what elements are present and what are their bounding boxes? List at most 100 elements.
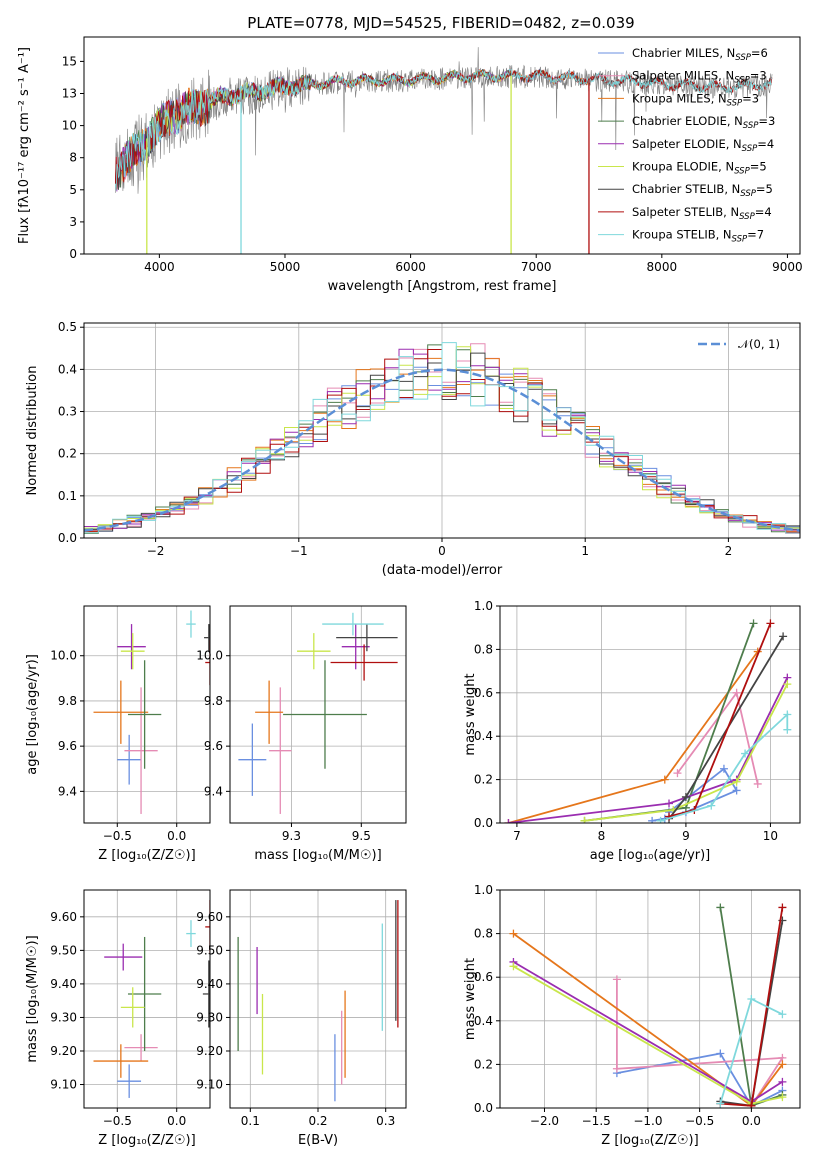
axes-frame [83, 605, 211, 824]
model-spectrum-kroupa-stelib [115, 68, 772, 191]
point-chabrier-elodie [127, 936, 162, 1051]
legend-entry: Salpeter ELODIE, NSSP=4 [632, 137, 774, 154]
x-tick-label: 8000 [647, 260, 678, 274]
point-kroupa-stelib [186, 610, 196, 638]
x-axis-label: age [log₁₀(age/yr)] [590, 848, 711, 863]
series-marker [778, 1010, 787, 1019]
point-salpeter-elodie [117, 624, 146, 670]
x-tick-label: −1.0 [633, 1114, 662, 1128]
legend-entry: Salpeter MILES, NSSP=3 [632, 69, 767, 86]
series-marker [778, 1093, 787, 1102]
legend-value: =5 [756, 182, 773, 196]
series-marker [580, 816, 589, 823]
legend-subscript: SSP [743, 121, 759, 131]
x-tick-label: −0.5 [685, 1114, 714, 1128]
legend-label: Salpeter STELIB, N [632, 205, 739, 219]
y-tick-label: 9.30 [196, 1010, 223, 1024]
y-axis-label: mass [log₁₀(M/M☉)] [25, 935, 40, 1062]
x-tick-label: 9.5 [352, 829, 371, 843]
series-marker [719, 764, 728, 773]
y-axis-label: mass weight [463, 958, 478, 1040]
legend-value: =6 [751, 46, 768, 60]
series-marker [716, 1099, 725, 1108]
legend-value: =4 [757, 137, 774, 151]
x-tick-label: 6000 [395, 260, 426, 274]
series-marker [612, 1064, 621, 1073]
panel-age-vs-Z: −0.5 0.0 9.4 9.6 9.8 10.0 Z [log₁₀(Z/Z☉)] age [… [25, 605, 211, 863]
x-tick-label: 9 [682, 829, 690, 843]
plot-area [237, 900, 399, 1102]
point-chabrier-stelib [202, 960, 210, 1028]
legend-subscript: SSP [740, 189, 756, 199]
y-tick-label: 9.4 [204, 784, 223, 798]
axes-frame [83, 36, 801, 255]
x-tick-label: 0.2 [308, 1114, 327, 1128]
y-axis-label: Flux [fλ10⁻¹⁷ erg cm⁻² s⁻¹ A⁻¹] [17, 47, 32, 244]
legend-value: =3 [742, 91, 759, 105]
y-tick-label: 9.6 [204, 739, 223, 753]
x-tick-label: 1 [581, 544, 589, 558]
y-tick-label: 0.2 [474, 773, 493, 787]
point-kroupa-elodie [297, 633, 331, 670]
x-tick-label: 0.0 [167, 1114, 186, 1128]
x-tick-label: 9.3 [282, 829, 301, 843]
y-tick-label: 15 [62, 54, 77, 68]
point-salpeter-miles [124, 1034, 158, 1062]
legend-label: Chabrier STELIB, N [632, 182, 740, 196]
y-tick-label: 0.0 [58, 531, 77, 545]
series-marker [509, 929, 518, 938]
x-tick-label: 7 [513, 829, 521, 843]
panel-residuals: −2 −1 0 1 2 0.0 0.1 0.2 0.3 0.4 0.5 (data-model)/er… [25, 320, 801, 578]
legend-label-normal: 𝒩(0, 1) [738, 337, 780, 351]
series-marker [778, 903, 787, 912]
point-kroupa-stelib [186, 920, 196, 948]
x-tick-label: 9000 [772, 260, 803, 274]
series-marker [648, 816, 657, 823]
x-tick-label: −1.5 [582, 1114, 611, 1128]
y-tick-label: 1.0 [474, 599, 493, 613]
point-kroupa-elodie [120, 633, 145, 670]
y-tick-label: 0.5 [58, 320, 77, 334]
point-salpeter-miles [124, 687, 158, 814]
x-tick-label: −1 [290, 544, 308, 558]
y-tick-label: 8 [69, 151, 77, 165]
y-axis-label: age [log₁₀(age/yr)] [25, 654, 40, 775]
x-tick-label: 5000 [270, 260, 301, 274]
series-chabrier-miles [648, 764, 741, 823]
y-tick-label: 9.50 [196, 943, 223, 957]
legend-subscript: SSP [734, 76, 750, 86]
y-tick-label: 9.20 [196, 1044, 223, 1058]
point-salpeter-elodie [341, 624, 370, 670]
x-tick-label: −2 [147, 544, 165, 558]
series-marker [716, 903, 725, 912]
point-chabrier-miles [238, 723, 267, 796]
series-line [616, 1052, 783, 1107]
series-marker [509, 962, 518, 971]
legend-subscript: SSP [732, 235, 748, 245]
series-marker [783, 680, 792, 689]
point-salpeter-stelib [330, 644, 398, 681]
series-line [584, 683, 789, 822]
plot-area [115, 47, 773, 254]
series-marker [783, 725, 792, 734]
plot-area [238, 612, 398, 814]
series-marker [783, 710, 792, 719]
legend-label: Kroupa MILES, N [632, 91, 727, 105]
legend-value: =3 [750, 69, 767, 83]
x-tick-label: −0.5 [103, 1114, 132, 1128]
y-tick-label: 5 [69, 183, 77, 197]
point-kroupa-miles [255, 680, 284, 744]
series-marker [766, 619, 775, 628]
y-tick-label: 0.0 [474, 1101, 493, 1115]
panel-spectrum: 4000 5000 6000 7000 8000 9000 0 3 5 8 10 13 15 wavele… [17, 36, 803, 294]
series-marker [747, 1101, 756, 1108]
plot-area [509, 903, 787, 1108]
x-axis-label: (data-model)/error [382, 563, 503, 578]
series-marker [778, 1060, 787, 1069]
legend-subscript: SSP [727, 98, 743, 108]
plot-area [93, 610, 210, 814]
axes-frame [229, 605, 407, 824]
series-kroupa-stelib [716, 995, 787, 1108]
panel-mass-vs-EBV: 0.1 0.2 0.3 9.10 9.20 9.30 9.40 9.50 9.60 E(B-V) [196, 889, 407, 1148]
